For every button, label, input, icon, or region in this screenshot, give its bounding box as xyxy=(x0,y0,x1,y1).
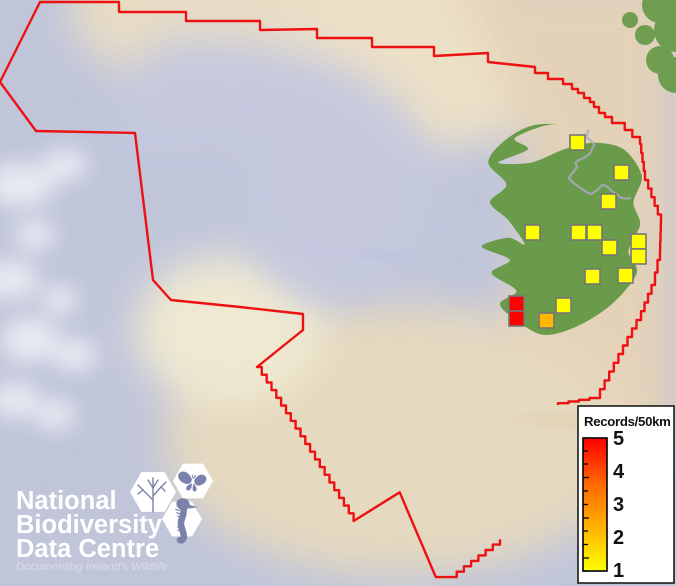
svg-text:4: 4 xyxy=(613,461,625,483)
svg-text:3: 3 xyxy=(613,494,624,516)
svg-text:Data Centre: Data Centre xyxy=(16,535,159,563)
svg-text:5: 5 xyxy=(613,428,624,450)
svg-text:Documenting Ireland's Wildlife: Documenting Ireland's Wildlife xyxy=(16,561,168,573)
svg-text:2: 2 xyxy=(613,527,624,549)
svg-text:1: 1 xyxy=(613,560,624,582)
svg-text:Records/50km: Records/50km xyxy=(584,414,671,429)
